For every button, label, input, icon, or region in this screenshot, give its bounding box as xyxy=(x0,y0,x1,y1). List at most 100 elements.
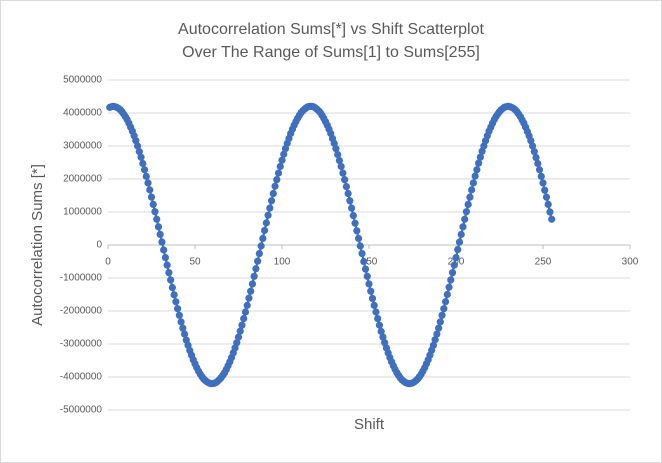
data-point xyxy=(135,148,143,156)
chart-title: Autocorrelation Sums[*] vs Shift Scatter… xyxy=(178,21,484,38)
data-point xyxy=(250,272,258,280)
data-point xyxy=(541,186,549,194)
data-point xyxy=(154,223,163,231)
data-point xyxy=(461,215,469,223)
data-point xyxy=(280,150,288,158)
data-point xyxy=(153,215,161,223)
data-point xyxy=(259,234,267,242)
data-point xyxy=(168,283,176,292)
x-tick-label: 50 xyxy=(189,257,201,268)
data-point xyxy=(361,265,370,273)
data-point xyxy=(356,242,364,250)
data-point xyxy=(342,182,350,191)
data-point xyxy=(142,172,150,180)
data-point xyxy=(348,204,356,212)
data-point xyxy=(353,227,361,235)
data-point xyxy=(431,336,439,344)
data-point xyxy=(466,193,474,201)
data-point xyxy=(149,200,157,209)
data-point xyxy=(161,253,170,262)
data-point xyxy=(335,156,344,165)
data-point xyxy=(146,186,154,194)
data-point xyxy=(266,204,274,212)
data-point xyxy=(539,179,547,187)
data-point xyxy=(133,142,142,150)
y-tick-label: 1000000 xyxy=(63,207,102,218)
x-tick-label: 100 xyxy=(274,257,291,268)
data-point xyxy=(255,249,263,258)
y-tick-label: -5000000 xyxy=(60,405,103,416)
y-tick-label: 0 xyxy=(96,240,102,251)
data-point xyxy=(140,166,149,174)
data-point xyxy=(144,179,152,187)
data-point xyxy=(377,327,385,336)
data-point xyxy=(530,148,538,156)
data-point xyxy=(469,179,477,187)
x-tick-label: 150 xyxy=(361,257,378,268)
data-point xyxy=(245,294,253,302)
data-point xyxy=(370,301,378,309)
data-point xyxy=(471,172,479,180)
data-point xyxy=(341,176,349,184)
data-point xyxy=(139,159,147,168)
data-point xyxy=(448,269,457,277)
x-tick-label: 250 xyxy=(535,257,552,268)
data-point xyxy=(147,193,156,201)
x-axis-title: Shift xyxy=(354,416,385,433)
data-point xyxy=(450,261,458,269)
data-point xyxy=(167,276,175,284)
data-point xyxy=(278,156,286,164)
y-tick-label: 3000000 xyxy=(63,141,102,152)
data-point xyxy=(476,153,484,161)
data-point xyxy=(137,153,145,161)
data-point xyxy=(238,321,246,329)
data-point xyxy=(269,189,277,198)
data-point xyxy=(273,176,281,184)
data-point xyxy=(247,287,255,295)
data-point xyxy=(276,162,284,171)
data-point xyxy=(351,219,359,227)
data-point xyxy=(438,311,446,319)
data-point xyxy=(165,269,173,277)
data-point xyxy=(365,280,373,288)
y-axis-title: Autocorrelation Sums [*] xyxy=(29,164,46,326)
data-point xyxy=(462,208,471,216)
data-point xyxy=(240,314,248,323)
y-tick-label: 4000000 xyxy=(63,108,102,119)
data-point xyxy=(160,246,168,254)
data-point xyxy=(334,150,342,159)
chart-subtitle: Over The Range of Sums[1] to Sums[255] xyxy=(182,44,480,61)
data-point xyxy=(441,298,450,306)
data-point xyxy=(532,153,540,162)
data-point xyxy=(236,327,244,335)
data-point xyxy=(179,324,187,332)
y-tick-label: -4000000 xyxy=(60,372,103,383)
data-point xyxy=(339,169,347,177)
data-point xyxy=(156,230,164,239)
data-point xyxy=(363,272,371,280)
data-point xyxy=(455,238,464,246)
data-point xyxy=(180,330,189,338)
x-tick-label: 0 xyxy=(105,257,111,268)
data-point xyxy=(254,257,262,265)
data-point xyxy=(274,169,283,177)
data-point xyxy=(264,211,272,219)
data-point xyxy=(151,208,159,216)
data-point xyxy=(537,172,545,180)
y-tick-label: -2000000 xyxy=(60,306,103,317)
data-point xyxy=(344,189,352,198)
data-point xyxy=(248,280,257,288)
data-point xyxy=(170,291,178,299)
data-point xyxy=(271,182,279,190)
data-point xyxy=(262,219,270,227)
data-point xyxy=(548,215,556,223)
data-point xyxy=(257,242,265,250)
data-point xyxy=(349,212,357,220)
data-point xyxy=(379,333,387,341)
data-point xyxy=(452,253,460,262)
data-point xyxy=(375,321,384,329)
data-point xyxy=(447,276,455,284)
data-point xyxy=(174,305,182,313)
data-point xyxy=(372,308,380,316)
